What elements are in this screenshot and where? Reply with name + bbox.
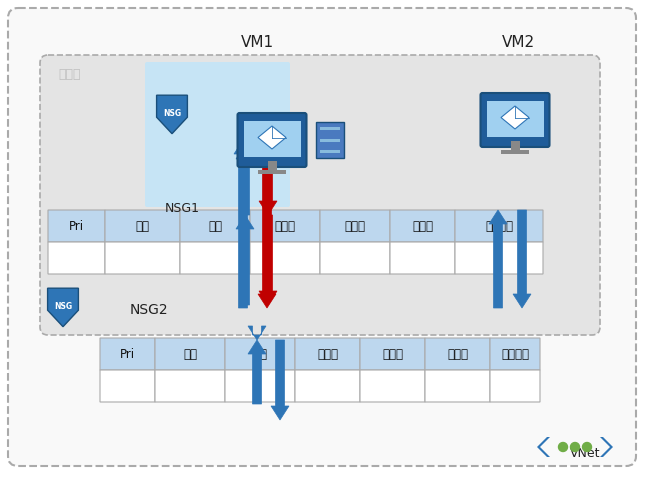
Polygon shape — [259, 145, 277, 215]
Text: 目的地: 目的地 — [344, 219, 366, 232]
FancyBboxPatch shape — [425, 370, 490, 402]
Bar — [320, 139, 340, 142]
Text: VM2: VM2 — [501, 35, 534, 50]
Text: 連接埠: 連接埠 — [447, 348, 468, 360]
Polygon shape — [258, 126, 286, 149]
FancyBboxPatch shape — [8, 8, 636, 466]
Text: 來源: 來源 — [253, 348, 267, 360]
Text: 存取: 存取 — [135, 219, 149, 232]
FancyBboxPatch shape — [100, 370, 155, 402]
Text: NSG2: NSG2 — [130, 303, 169, 317]
Text: VNet: VNet — [570, 447, 600, 460]
Bar — [320, 150, 340, 153]
Text: 連接埠: 連接埠 — [412, 219, 433, 232]
Polygon shape — [513, 210, 531, 308]
FancyBboxPatch shape — [225, 370, 295, 402]
Text: 存取: 存取 — [183, 348, 197, 360]
Text: 連接埠: 連接埠 — [274, 219, 296, 232]
Bar — [510, 141, 520, 150]
Text: 目的地: 目的地 — [382, 348, 403, 360]
FancyBboxPatch shape — [180, 242, 250, 274]
Bar — [501, 150, 529, 154]
Polygon shape — [600, 437, 613, 457]
FancyBboxPatch shape — [490, 370, 540, 402]
FancyBboxPatch shape — [425, 338, 490, 370]
Polygon shape — [248, 326, 266, 340]
FancyBboxPatch shape — [250, 242, 320, 274]
Polygon shape — [489, 210, 507, 308]
Bar — [243, 121, 300, 157]
FancyBboxPatch shape — [40, 55, 600, 335]
FancyBboxPatch shape — [237, 113, 307, 167]
FancyBboxPatch shape — [105, 210, 180, 242]
Polygon shape — [259, 215, 277, 305]
FancyBboxPatch shape — [145, 62, 290, 207]
Polygon shape — [248, 340, 266, 404]
Text: 通訊協定: 通訊協定 — [485, 219, 513, 232]
Polygon shape — [48, 288, 78, 327]
FancyBboxPatch shape — [360, 370, 425, 402]
Text: NSG1: NSG1 — [165, 202, 200, 215]
Circle shape — [571, 443, 580, 452]
FancyBboxPatch shape — [390, 242, 455, 274]
FancyBboxPatch shape — [225, 338, 295, 370]
Circle shape — [558, 443, 567, 452]
Polygon shape — [234, 140, 252, 308]
Polygon shape — [537, 437, 550, 457]
Text: 來源: 來源 — [208, 219, 222, 232]
Polygon shape — [501, 106, 529, 129]
Text: 連接埠: 連接埠 — [317, 348, 338, 360]
Bar — [258, 170, 286, 174]
FancyBboxPatch shape — [180, 210, 250, 242]
Polygon shape — [271, 340, 289, 420]
FancyBboxPatch shape — [316, 122, 344, 158]
Bar — [487, 101, 543, 137]
FancyBboxPatch shape — [481, 93, 549, 147]
FancyBboxPatch shape — [105, 242, 180, 274]
FancyBboxPatch shape — [48, 210, 105, 242]
FancyBboxPatch shape — [250, 210, 320, 242]
Bar — [267, 161, 276, 170]
Polygon shape — [258, 140, 276, 308]
FancyBboxPatch shape — [390, 210, 455, 242]
FancyBboxPatch shape — [455, 210, 543, 242]
Text: Pri: Pri — [69, 219, 84, 232]
FancyBboxPatch shape — [48, 242, 105, 274]
FancyBboxPatch shape — [360, 338, 425, 370]
Text: NSG: NSG — [163, 109, 181, 119]
FancyBboxPatch shape — [155, 370, 225, 402]
FancyBboxPatch shape — [155, 338, 225, 370]
Text: NSG: NSG — [54, 302, 72, 312]
FancyBboxPatch shape — [320, 242, 390, 274]
FancyBboxPatch shape — [455, 242, 543, 274]
FancyBboxPatch shape — [295, 338, 360, 370]
Polygon shape — [236, 145, 254, 215]
Polygon shape — [157, 95, 188, 134]
FancyBboxPatch shape — [320, 210, 390, 242]
FancyBboxPatch shape — [100, 338, 155, 370]
FancyBboxPatch shape — [490, 338, 540, 370]
Text: Pri: Pri — [120, 348, 135, 360]
Text: 子網路: 子網路 — [58, 68, 80, 81]
Polygon shape — [236, 215, 254, 305]
Text: VM1: VM1 — [241, 35, 274, 50]
Bar — [320, 127, 340, 130]
FancyBboxPatch shape — [295, 370, 360, 402]
Circle shape — [582, 443, 591, 452]
Text: 通訊協定: 通訊協定 — [501, 348, 529, 360]
